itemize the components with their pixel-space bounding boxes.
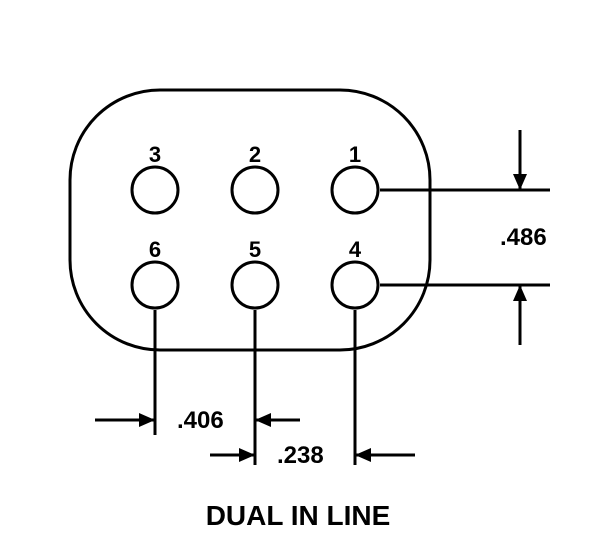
pin-circle-1	[332, 167, 378, 213]
diagram-title: DUAL IN LINE	[0, 500, 596, 532]
dim-row-spacing: .486	[500, 224, 547, 252]
dim-col-spacing-narrow: .238	[277, 442, 324, 470]
pin-label-3: 3	[145, 142, 165, 168]
pin-circle-6	[132, 262, 178, 308]
pin-label-5: 5	[245, 237, 265, 263]
pin-label-6: 6	[145, 237, 165, 263]
pin-label-4: 4	[345, 237, 365, 263]
component-body	[70, 90, 430, 350]
drawing-svg	[0, 0, 596, 560]
pin-circle-5	[232, 262, 278, 308]
pin-circle-2	[232, 167, 278, 213]
dim-col-spacing-wide: .406	[177, 407, 224, 435]
pin-label-2: 2	[245, 142, 265, 168]
pin-circle-4	[332, 262, 378, 308]
diagram-canvas: 3 2 1 6 5 4 .486 .406 .238 DUAL IN LINE	[0, 0, 596, 560]
pin-circle-3	[132, 167, 178, 213]
pin-label-1: 1	[345, 142, 365, 168]
